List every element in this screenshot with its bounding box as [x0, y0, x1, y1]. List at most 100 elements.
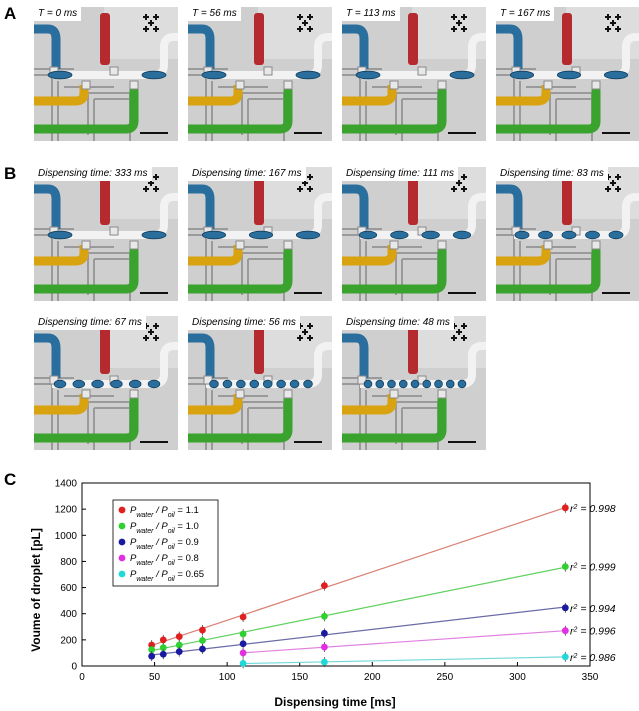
data-point: [199, 645, 206, 653]
channel-junction: [235, 240, 245, 250]
panel-b-frame-4: Dispensing time: 83 ms: [496, 167, 639, 301]
droplet: [457, 379, 467, 389]
data-point: [320, 629, 328, 637]
direction-marker: [307, 335, 313, 341]
data-point: [199, 637, 206, 644]
frame-label: Dispensing time: 333 ms: [34, 167, 152, 181]
red-valve: [408, 13, 418, 65]
direction-marker: [153, 335, 159, 341]
data-point: [320, 658, 328, 666]
yellow-channel: [188, 245, 243, 266]
fit-line-series-2: [151, 566, 566, 652]
frame-label: T = 167 ms: [496, 7, 555, 21]
yellow-channel: [496, 245, 551, 266]
direction-marker: [605, 186, 611, 192]
frame-label: Dispensing time: 83 ms: [496, 167, 608, 181]
direction-marker: [148, 329, 154, 335]
x-tick-label: 200: [364, 672, 381, 683]
frame-label: Dispensing time: 167 ms: [188, 167, 306, 181]
blue-inlet-channel: [188, 24, 215, 69]
droplet: [355, 70, 381, 80]
channel-junction: [389, 80, 399, 90]
droplet: [47, 70, 73, 80]
channel-junction: [543, 80, 553, 90]
microfluidic-chip-image: [188, 167, 332, 301]
droplet: [276, 379, 286, 389]
direction-marker: [461, 323, 467, 329]
x-tick-label: 50: [149, 672, 161, 683]
direction-marker: [302, 180, 308, 186]
blue-inlet-channel: [342, 333, 369, 378]
panel-b-frame-5: Dispensing time: 67 ms: [34, 316, 178, 450]
droplet: [375, 379, 385, 389]
yellow-channel: [34, 245, 89, 266]
droplet: [422, 379, 432, 389]
droplet: [72, 379, 86, 389]
y-tick-label: 800: [60, 557, 77, 568]
red-valve: [562, 13, 572, 65]
droplet: [398, 379, 408, 389]
direction-marker: [148, 180, 154, 186]
x-tick-label: 250: [437, 672, 454, 683]
droplet: [608, 230, 624, 240]
microfluidic-chip-image: [342, 7, 486, 141]
yellow-channel: [342, 394, 397, 415]
data-point: [148, 652, 156, 660]
r-squared-label-series-5: r2 = 0.986: [570, 652, 616, 664]
droplet: [53, 379, 67, 389]
legend-marker: [118, 522, 126, 530]
r-squared-label-series-2: r2 = 0.999: [570, 562, 616, 574]
frame-label: Dispensing time: 56 ms: [188, 316, 300, 330]
channel-junction: [543, 240, 553, 250]
direction-marker: [456, 180, 462, 186]
direction-marker: [451, 14, 457, 20]
y-tick-label: 1200: [55, 505, 78, 516]
direction-marker: [456, 20, 462, 26]
legend-entry: Pwater / Poil = 1.0: [130, 521, 199, 535]
green-channel: [34, 247, 139, 294]
direction-marker: [153, 186, 159, 192]
green-channel: [342, 87, 447, 134]
direction-marker: [615, 14, 621, 20]
data-point: [199, 626, 206, 634]
panel-c-letter: C: [4, 470, 17, 489]
droplet: [141, 230, 167, 240]
microfluidic-chip-image: [34, 316, 178, 450]
frame-label: T = 0 ms: [34, 7, 82, 21]
droplet: [289, 379, 300, 389]
droplet-volume-chart: 0 50 100 150 200 250 300 350 0 200 400 600 800 1000 12…: [29, 479, 616, 710]
red-valve: [100, 322, 110, 374]
y-tick-label: 1400: [55, 479, 78, 490]
direction-marker: [153, 26, 159, 32]
channel-junction: [283, 389, 293, 399]
direction-marker: [307, 14, 313, 20]
direction-marker: [307, 323, 313, 329]
data-point: [159, 644, 167, 652]
channel-junction: [81, 389, 91, 399]
droplet: [262, 379, 273, 389]
yellow-channel: [342, 85, 397, 106]
data-point: [239, 640, 247, 648]
x-tick-label: 350: [582, 672, 599, 683]
yellow-channel: [188, 394, 243, 415]
fit-line-series-5: [243, 656, 566, 665]
direction-marker: [461, 26, 467, 32]
legend-entry: Pwater / Poil = 0.9: [130, 537, 199, 551]
channel-junction: [357, 375, 367, 385]
blue-inlet-channel: [188, 184, 215, 229]
panel-a-frame-1: T = 0 ms: [34, 7, 178, 141]
channel-junction: [591, 80, 601, 90]
fit-line-series-3: [151, 606, 566, 656]
frame-label: T = 113 ms: [342, 7, 400, 21]
panel-b-frame-1: Dispensing time: 333 ms: [34, 167, 178, 301]
channel-junction: [235, 389, 245, 399]
data-point: [561, 563, 569, 571]
channel-junction: [437, 389, 447, 399]
data-point: [320, 643, 328, 651]
droplet: [141, 70, 167, 80]
green-channel: [34, 87, 139, 134]
direction-marker: [302, 20, 308, 26]
droplet: [363, 379, 373, 389]
blue-inlet-channel: [34, 184, 61, 229]
data-point: [239, 649, 247, 657]
